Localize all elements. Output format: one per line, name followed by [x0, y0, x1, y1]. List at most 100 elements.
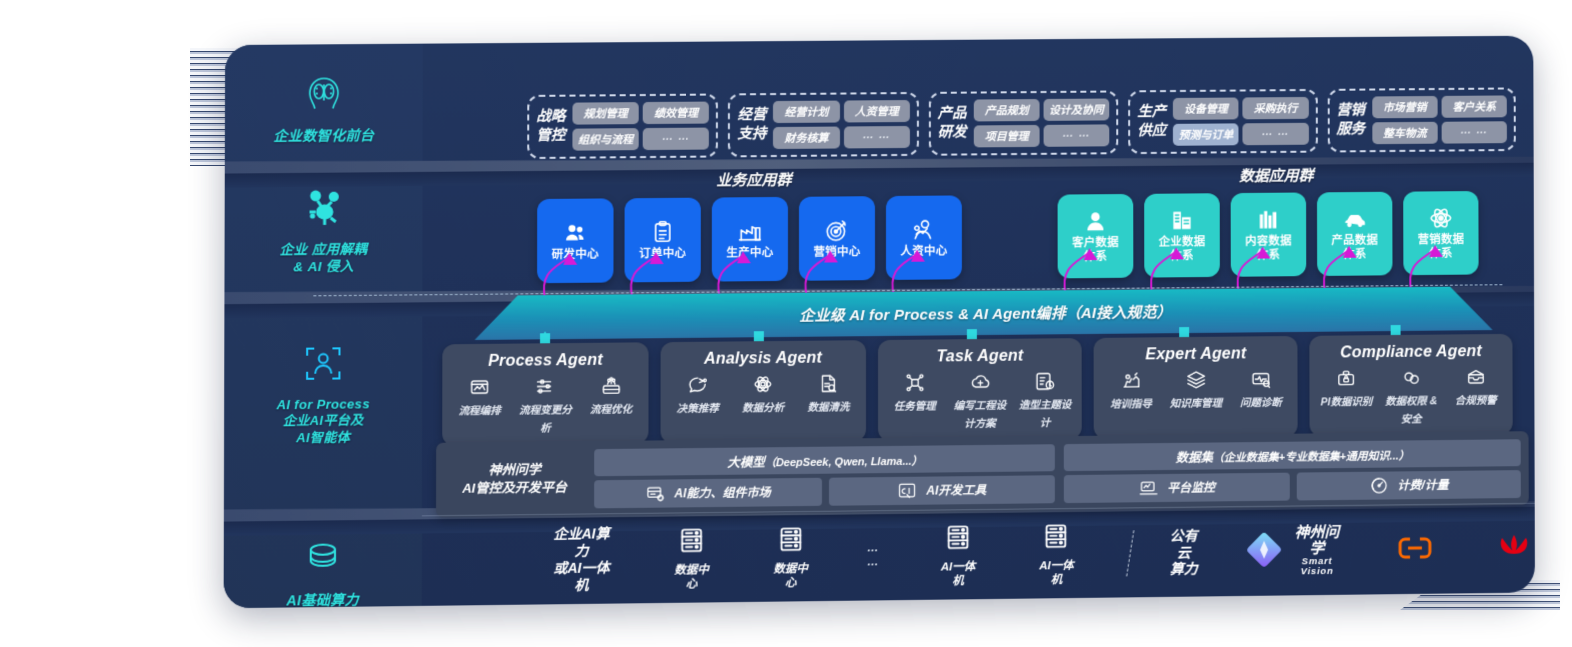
agent-capability[interactable]: 问题诊断 — [1230, 368, 1292, 412]
front-office-cell[interactable]: 市场营销 — [1371, 95, 1438, 119]
front-office-cell[interactable]: 绩效管理 — [642, 101, 710, 125]
business-app-card-4[interactable]: 人资中心 — [885, 195, 962, 280]
front-office-cell[interactable]: 采购执行 — [1242, 96, 1309, 120]
capability-label: PI数据识别 — [1320, 395, 1373, 409]
business-app-card-3[interactable]: 营销中心 — [798, 196, 875, 281]
infra-node-5[interactable]: AI一体机 — [1035, 521, 1078, 588]
agent-card-2[interactable]: Task Agent 任务管理 编写工程设计方案 造型主题设计 — [877, 338, 1083, 442]
data-app-card-0[interactable]: 客户数据 体系 — [1057, 193, 1134, 279]
front-office-cell[interactable]: 项目管理 — [973, 124, 1040, 148]
front-office-cell[interactable]: 预测与订单 — [1173, 123, 1239, 146]
permission-icon — [1380, 366, 1442, 389]
agent-capability[interactable]: 数据权限 & 安全 — [1380, 366, 1442, 427]
infra-logo-9[interactable]: 阿里云 — [1398, 534, 1439, 565]
agent-capability[interactable]: 流程变更分析 — [514, 375, 577, 437]
agent-capability[interactable]: 流程优化 — [580, 374, 643, 436]
architecture-panel: 企业数智化前台 企业 应用解耦 & AI 侵入 — [223, 35, 1535, 609]
front-office-cell[interactable]: … … — [843, 125, 910, 149]
agent-capability[interactable]: 任务管理 — [884, 371, 946, 433]
platform-item-label: AI开发工具 — [926, 482, 987, 498]
capability-label: 流程编排 — [458, 404, 501, 418]
group-name: 产品 研发 — [937, 105, 967, 141]
business-app-card-1[interactable]: 订单中心 — [624, 197, 701, 283]
infra-node-1[interactable]: 数据中心 — [670, 525, 713, 592]
agent-capability[interactable]: 决策推荐 — [666, 374, 728, 418]
agent-capabilities: PI数据识别 数据权限 & 安全 合规预警 — [1316, 366, 1507, 429]
data-app-card-1[interactable]: 企业数据 体系 — [1144, 193, 1220, 278]
agent-capabilities: 流程编排 流程变更分析 流程优化 — [448, 374, 642, 437]
front-office-cell[interactable]: … … — [1242, 122, 1309, 146]
decision-bubble-icon — [666, 374, 728, 397]
front-office-group-3[interactable]: 生产 供应 设备管理 采购执行 预测与订单… … — [1128, 88, 1318, 155]
infra-node-7[interactable]: 公有云 算力 — [1164, 527, 1203, 578]
platform-right-item-0[interactable]: 平台监控 — [1063, 472, 1290, 503]
data-clean-icon — [797, 372, 859, 395]
agent-capability[interactable]: 流程编排 — [448, 376, 511, 438]
capability-label: 流程变更分析 — [518, 404, 572, 435]
data-app-card-4[interactable]: 营销数据 体系 — [1403, 191, 1479, 276]
platform-left-item-0[interactable]: AI能力、组件市场 — [594, 477, 822, 508]
front-office-group-4[interactable]: 营销 服务 市场营销 客户关系 整车物流… … — [1327, 87, 1516, 153]
infra-node-0[interactable]: 企业AI算力 或AI一体机 — [549, 526, 614, 594]
agent-name: Expert Agent — [1145, 345, 1247, 364]
platform-right-column: 数据集（企业数据集+专业数据集+通用知识...） 平台监控 计费/计量 — [1063, 438, 1521, 503]
front-office-cell[interactable]: 财务核算 — [773, 126, 840, 150]
front-office-cell[interactable]: … … — [1441, 121, 1507, 144]
infra-node-4[interactable]: AI一体机 — [937, 522, 980, 589]
infra-node-2[interactable]: 数据中心 — [769, 524, 812, 591]
monitor-icon — [1138, 478, 1158, 498]
agent-card-4[interactable]: Compliance Agent PI数据识别 数据权限 & 安全 合规预警 — [1309, 333, 1513, 437]
infra-label: AI一体机 — [1039, 559, 1074, 586]
server-rack-icon — [776, 524, 806, 559]
agent-card-1[interactable]: Analysis Agent 决策推荐 数据分析 数据清洗 — [660, 340, 866, 444]
capability-label: 数据分析 — [742, 402, 785, 415]
platform-right-item-1[interactable]: 计费/计量 — [1296, 469, 1521, 501]
group-cells: 设备管理 采购执行 预测与订单… … — [1173, 96, 1309, 146]
agent-capability[interactable]: 培训指导 — [1100, 369, 1162, 413]
infra-logo-10[interactable]: HUAWEI — [1494, 531, 1535, 566]
infra-logo-8[interactable]: 神州问学 Smart Vision — [1245, 524, 1347, 578]
front-office-cell[interactable]: 设计及协同 — [1043, 98, 1110, 121]
card-label: 人资中心 — [900, 245, 948, 258]
front-office-cell[interactable]: 组织与流程 — [572, 128, 639, 151]
business-app-card-0[interactable]: 研发中心 — [537, 198, 614, 284]
data-app-card-2[interactable]: 内容数据 体系 — [1230, 192, 1307, 277]
agent-card-0[interactable]: Process Agent 流程编排 流程变更分析 流程优化 — [442, 342, 649, 446]
front-office-cell[interactable]: 设备管理 — [1173, 97, 1239, 120]
front-office-groups: 战略 管控 规划管理 绩效管理 组织与流程… … 经营 支持 经营计划 人资管理 财务核算… … 产… — [527, 83, 1516, 163]
front-office-cell[interactable]: 规划管理 — [572, 102, 639, 125]
agent-capability[interactable]: 数据分析 — [732, 373, 794, 417]
front-office-cell[interactable]: 经营计划 — [773, 100, 840, 124]
infra-label: 企业AI算力 或AI一体机 — [553, 525, 610, 593]
capability-label: 问题诊断 — [1239, 396, 1282, 410]
capability-label: 任务管理 — [893, 400, 936, 413]
aliyun-logo — [1398, 534, 1432, 565]
brain-head-icon — [225, 72, 423, 123]
agent-capability[interactable]: 知识库管理 — [1165, 369, 1227, 413]
business-app-card-2[interactable]: 生产中心 — [711, 196, 788, 282]
front-office-group-1[interactable]: 经营 支持 经营计划 人资管理 财务核算… … — [728, 91, 919, 158]
rail-label: AI for Process 企业AI平台及 AI智能体 — [276, 396, 370, 445]
infra-label: 数据中心 — [773, 562, 808, 589]
agent-capability[interactable]: 合规预警 — [1445, 366, 1507, 427]
gauge-icon — [1369, 475, 1389, 495]
front-office-cell[interactable]: 整车物流 — [1371, 121, 1438, 145]
pi-data-icon — [1316, 367, 1378, 390]
front-office-group-0[interactable]: 战略 管控 规划管理 绩效管理 组织与流程… … — [527, 93, 719, 160]
agent-capability[interactable]: 编写工程设计方案 — [949, 371, 1011, 433]
rail-app-decoupling: 企业 应用解耦 & AI 侵入 — [224, 184, 422, 277]
front-office-group-2[interactable]: 产品 研发 产品规划 设计及协同 项目管理… … — [928, 90, 1119, 156]
front-office-cell[interactable]: … … — [1043, 124, 1110, 147]
front-office-cell[interactable]: … … — [642, 127, 710, 151]
agent-capability[interactable]: PI数据识别 — [1316, 367, 1378, 428]
agent-capability[interactable]: 数据清洗 — [797, 372, 859, 416]
agent-card-3[interactable]: Expert Agent 培训指导 知识库管理 问题诊断 — [1093, 335, 1298, 439]
front-office-cell[interactable]: 客户关系 — [1441, 95, 1507, 118]
front-office-cell[interactable]: 产品规划 — [973, 99, 1040, 122]
agent-capability[interactable]: 造型主题设计 — [1014, 370, 1076, 432]
front-office-cell[interactable]: 人资管理 — [843, 100, 910, 123]
data-app-card-3[interactable]: 产品数据 体系 — [1316, 191, 1393, 276]
platform-left-item-1[interactable]: AI开发工具 — [828, 474, 1055, 506]
capability-label: 流程优化 — [589, 403, 633, 417]
card-label: 营销中心 — [813, 245, 861, 259]
